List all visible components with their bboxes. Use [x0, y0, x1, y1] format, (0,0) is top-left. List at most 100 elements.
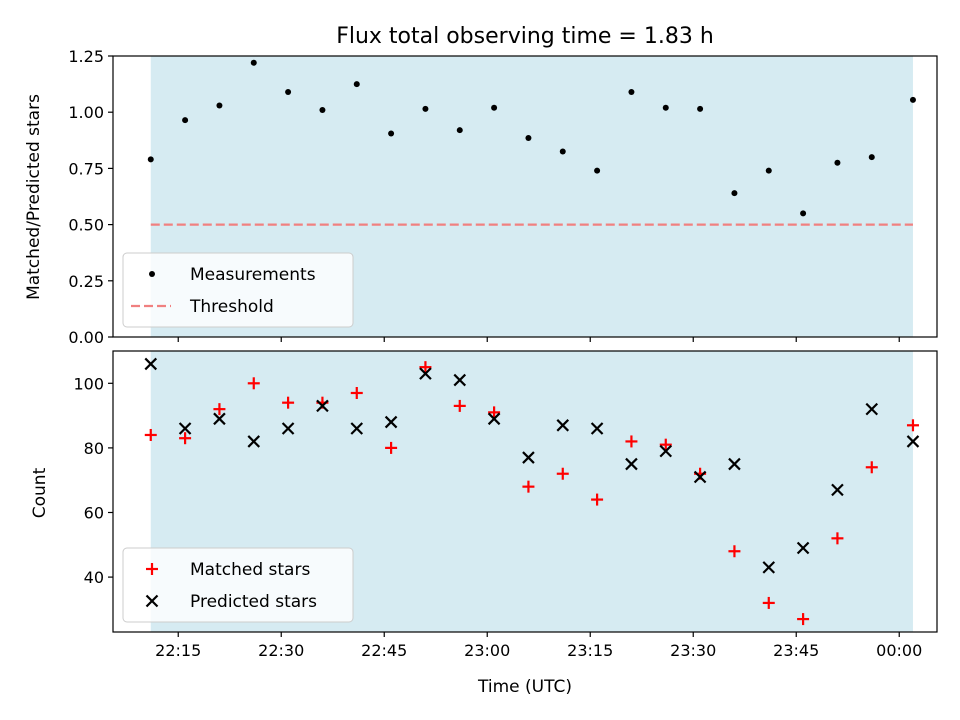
data-point [353, 81, 360, 88]
data-point [659, 444, 673, 458]
data-point [384, 415, 398, 429]
data-point [693, 470, 707, 484]
data-point [522, 480, 535, 493]
legend-label: Matched stars [190, 560, 310, 580]
data-point [250, 59, 257, 66]
data-point [179, 432, 192, 445]
data-point [281, 422, 295, 435]
data-point [865, 461, 878, 474]
y-tick-label: 40 [84, 568, 104, 587]
bottom-panel: 40 60 80 100 22:15 22:30 22:45 23:00 23:15 23:30 2… [73, 350, 938, 660]
data-point [906, 419, 919, 432]
legend: Matched stars Predicted stars [122, 547, 354, 623]
data-point [247, 377, 260, 390]
data-point [216, 102, 223, 109]
data-point [522, 451, 535, 464]
data-point [831, 532, 844, 545]
y-tick-label: 0.75 [68, 159, 104, 178]
data-point [556, 467, 569, 480]
data-point [419, 367, 432, 380]
data-point [182, 117, 189, 124]
legend-swatch [145, 594, 159, 608]
data-point [488, 406, 501, 419]
data-point [453, 399, 466, 412]
data-point [765, 167, 772, 174]
data-point [178, 422, 192, 435]
data-point [662, 104, 669, 111]
y-tick-label: 1.25 [68, 47, 104, 66]
data-point [594, 167, 601, 174]
data-point [385, 441, 398, 454]
data-point [591, 493, 604, 506]
data-point [487, 412, 501, 426]
data-point [213, 403, 226, 416]
data-point [144, 357, 158, 371]
data-point [728, 545, 741, 558]
top-panel: 0.00 0.25 0.50 0.75 1.00 1.25 Measurements Thre… [68, 47, 938, 347]
data-point [559, 148, 566, 155]
data-point [762, 596, 775, 609]
data-point [797, 613, 810, 626]
data-point [491, 104, 498, 111]
legend-swatch [149, 271, 155, 277]
data-point [865, 402, 879, 416]
x-tick-label: 22:15 [155, 641, 201, 660]
data-point [868, 154, 875, 161]
x-tick-label: 00:00 [876, 641, 922, 660]
y-tick-label: 0.50 [68, 216, 104, 235]
top-y-axis-label: Matched/Predicted stars [24, 94, 44, 300]
legend-label: Threshold [189, 297, 274, 317]
y-tick-label: 80 [84, 439, 104, 458]
data-point [556, 419, 570, 432]
x-axis-label: Time (UTC) [477, 677, 572, 697]
y-tick-label: 60 [84, 503, 104, 522]
x-tick-label: 23:00 [464, 641, 510, 660]
data-point [590, 422, 604, 435]
data-point [525, 135, 532, 142]
data-point [697, 105, 704, 112]
data-point [319, 106, 326, 113]
data-point [909, 96, 916, 103]
data-point [625, 457, 638, 471]
data-point [453, 373, 467, 387]
x-tick-label: 22:30 [258, 641, 304, 660]
x-tick-label: 23:30 [670, 641, 716, 660]
x-tick-label: 23:15 [567, 641, 613, 660]
x-tick-label: 22:45 [361, 641, 407, 660]
data-point [628, 88, 635, 95]
legend-entry: Threshold [131, 297, 274, 317]
data-point [456, 127, 463, 134]
data-point [247, 435, 261, 448]
axes-frame [112, 55, 938, 338]
chart-title: Flux total observing time = 1.83 h [336, 24, 714, 49]
data-point [213, 412, 226, 426]
series-matched-stars [144, 361, 919, 626]
data-point [285, 88, 292, 95]
legend: Measurements Threshold [122, 252, 354, 328]
y-tick-label: 100 [73, 374, 104, 393]
data-point [422, 105, 429, 112]
data-point [419, 361, 432, 374]
data-point [659, 438, 672, 451]
data-point [147, 156, 154, 163]
y-tick-label: 1.00 [68, 103, 104, 122]
legend-label: Measurements [190, 265, 316, 285]
data-point [796, 541, 810, 555]
data-point [350, 386, 363, 399]
legend-box [122, 252, 354, 328]
data-point [282, 396, 295, 409]
data-point [316, 399, 329, 413]
series-measurements [147, 59, 916, 217]
data-point [906, 435, 920, 448]
data-point [731, 190, 738, 197]
legend-entry: Measurements [149, 265, 316, 285]
data-point [834, 159, 841, 166]
data-point [625, 435, 638, 448]
data-point [144, 428, 157, 441]
legend-swatch [146, 563, 158, 575]
bottom-y-axis-label: Count [30, 467, 50, 518]
y-tick-label: 0.25 [68, 272, 104, 291]
legend-entry: Predicted stars [145, 592, 317, 612]
data-point [800, 210, 807, 217]
